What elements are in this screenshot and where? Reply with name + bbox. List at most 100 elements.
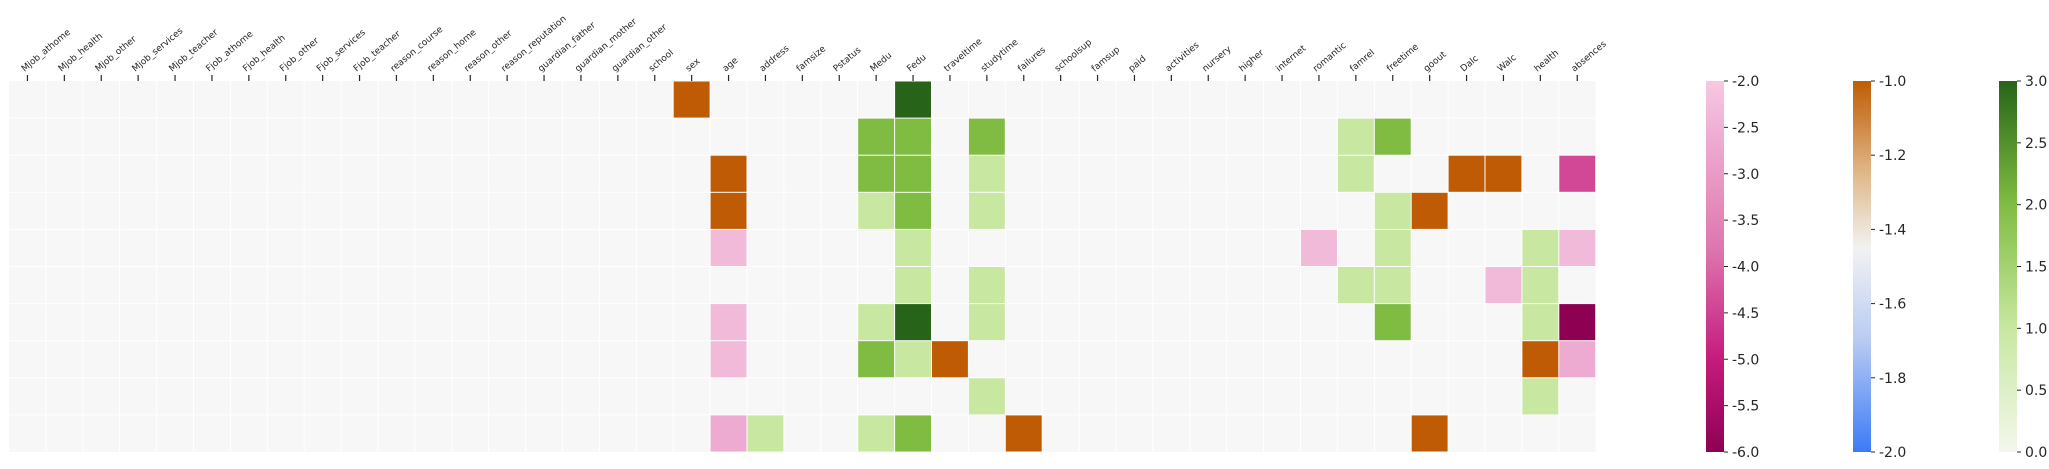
heatmap-cell-2-famrel (1337, 155, 1374, 192)
heatmap-cell-4-Fedu (895, 229, 931, 266)
x-tick-label-internet: internet (1275, 43, 1309, 74)
heatmap-cell-6-absences (1559, 304, 1596, 341)
x-tick-label-reason_reputation: reason_reputation (500, 14, 569, 74)
x-tick-label-romantic: romantic (1311, 41, 1348, 74)
heatmap-cell-1-Medu (858, 118, 895, 155)
heatmap-cell-2-Dalc (1448, 155, 1485, 192)
heatmap-cell-0-sex (673, 81, 710, 118)
heatmap-cell-6-Medu (858, 304, 895, 341)
x-tick-label-Medu: Medu (869, 51, 894, 75)
colorbar-pink-tick-label: -5.0 (1732, 352, 1759, 368)
heatmap-cell-7-absences (1559, 341, 1596, 378)
heatmap-cell-3-Fedu (895, 192, 931, 229)
colorbar-pink-tick-label: -6.0 (1732, 445, 1759, 461)
colorbar-orange-tick-label: -1.2 (1879, 148, 1906, 164)
colorbar-pink-tick-label: -2.5 (1732, 120, 1759, 136)
heatmap-cell-8-studytime (968, 378, 1005, 415)
colorbar-orange-tick-label: -1.6 (1879, 297, 1906, 313)
colorbar-pink-tick-label: -4.5 (1732, 306, 1759, 322)
heatmap-cell-2-absences (1559, 155, 1596, 192)
colorbar-green-tick-label: 2.5 (2025, 136, 2047, 152)
x-tick-label-school: school (647, 48, 676, 74)
heatmap-cell-5-freetime (1374, 267, 1411, 304)
x-tick-label-goout: goout (1422, 50, 1449, 75)
colorbar-green-tick-label: 1.5 (2025, 260, 2047, 276)
heatmap-cell-1-famrel (1337, 118, 1374, 155)
heatmap-cell-5-Fedu (895, 267, 931, 304)
colorbar-orange-tick-label: -2.0 (1879, 445, 1906, 461)
x-tick-label-activities: activities (1164, 40, 1202, 74)
colorbar-pink-tick-label: -2.0 (1732, 74, 1759, 90)
heatmap-cell-2-Fedu (895, 155, 931, 192)
colorbar-green-tick-label: 1.0 (2025, 321, 2047, 337)
x-tick-label-sex: sex (684, 56, 703, 74)
x-tick-label-age: age (721, 56, 741, 75)
heatmap-cell-9-Medu (858, 415, 895, 452)
colorbar-pink-tick-label: -4.0 (1732, 260, 1759, 276)
heatmap-cell-9-goout (1411, 415, 1448, 452)
heatmap-cell-2-age (710, 155, 747, 192)
heatmap-cell-2-Medu (858, 155, 895, 192)
x-tick-label-health: health (1533, 48, 1561, 74)
heatmap-cell-7-age (710, 341, 747, 378)
x-tick-label-address: address (758, 44, 792, 75)
x-tick-label-Pstatus: Pstatus (832, 45, 864, 74)
heatmap-cell-5-Walc (1485, 267, 1522, 304)
x-tick-label-guardian_mother: guardian_mother (573, 17, 639, 74)
heatmap-cell-4-romantic (1301, 229, 1337, 266)
heatmap-cell-3-age (710, 192, 747, 229)
heatmap-cell-9-age (710, 415, 747, 452)
colorbar-orange-tick-label: -1.0 (1879, 74, 1906, 90)
colorbar-pink (1706, 81, 1724, 452)
colorbar-orange-tick-label: -1.8 (1879, 371, 1906, 387)
x-tick-label-Fedu: Fedu (906, 53, 929, 75)
colorbar-pink-tick-label: -5.5 (1732, 399, 1759, 415)
x-tick-label-famsup: famsup (1090, 45, 1122, 74)
colorbar-green (1999, 81, 2017, 452)
x-tick-label-traveltime: traveltime (942, 36, 984, 74)
x-tick-label-studytime: studytime (979, 37, 1020, 74)
x-tick-label-schoolsup: schoolsup (1053, 38, 1094, 75)
heatmap-cell-3-Medu (858, 192, 895, 229)
colorbar-pink-tick-label: -3.5 (1732, 213, 1759, 229)
heatmap-cell-4-absences (1559, 229, 1596, 266)
x-tick-label-freetime: freetime (1385, 42, 1421, 74)
x-tick-label-famsize: famsize (795, 44, 829, 74)
x-axis: Mjob_athomeMjob_healthMjob_otherMjob_ser… (20, 14, 1609, 81)
x-tick-label-Dalc: Dalc (1459, 54, 1481, 74)
heatmap-cell-0-Fedu (895, 81, 931, 118)
heatmap-cell-3-studytime (968, 192, 1005, 229)
heatmap-cell-5-health (1522, 267, 1559, 304)
x-tick-label-absences: absences (1570, 39, 1609, 74)
x-tick-label-paid: paid (1127, 54, 1148, 74)
colorbar-orange (1853, 81, 1871, 452)
colorbar-green-tick-label: 0.0 (2025, 445, 2047, 461)
heatmap-cell-6-health (1522, 304, 1559, 341)
heatmap-cell-6-Fedu (895, 304, 931, 341)
x-tick-label-nursery: nursery (1201, 44, 1234, 74)
heatmap-cell-4-freetime (1374, 229, 1411, 266)
colorbar-orange-tick-label: -1.4 (1879, 222, 1906, 238)
x-tick-label-Walc: Walc (1496, 53, 1519, 74)
colorbar-pink-tick-label: -3.0 (1732, 167, 1759, 183)
heatmap-cell-6-age (710, 304, 747, 341)
colorbar-green-tick-label: 3.0 (2025, 74, 2047, 90)
heatmap-cell-1-freetime (1374, 118, 1411, 155)
heatmap-cell-9-failures (1005, 415, 1042, 452)
heatmap-cell-1-studytime (968, 118, 1005, 155)
heatmap-cell-6-freetime (1374, 304, 1411, 341)
heatmap-cell-6-studytime (968, 304, 1005, 341)
heatmap-cell-8-health (1522, 378, 1559, 415)
heatmap-cell-4-age (710, 229, 747, 266)
colorbar-green-tick-label: 2.0 (2025, 198, 2047, 214)
heatmap-cell-7-Medu (858, 341, 895, 378)
heatmap-cell-7-traveltime (932, 341, 968, 378)
heatmap-cell-7-health (1522, 341, 1559, 378)
heatmap-cell-5-studytime (968, 267, 1005, 304)
x-tick-label-higher: higher (1238, 48, 1267, 74)
heatmap-cell-2-Walc (1485, 155, 1522, 192)
x-tick-label-failures: failures (1016, 45, 1048, 74)
heatmap-cell-3-goout (1411, 192, 1448, 229)
x-tick-label-famrel: famrel (1348, 48, 1377, 74)
